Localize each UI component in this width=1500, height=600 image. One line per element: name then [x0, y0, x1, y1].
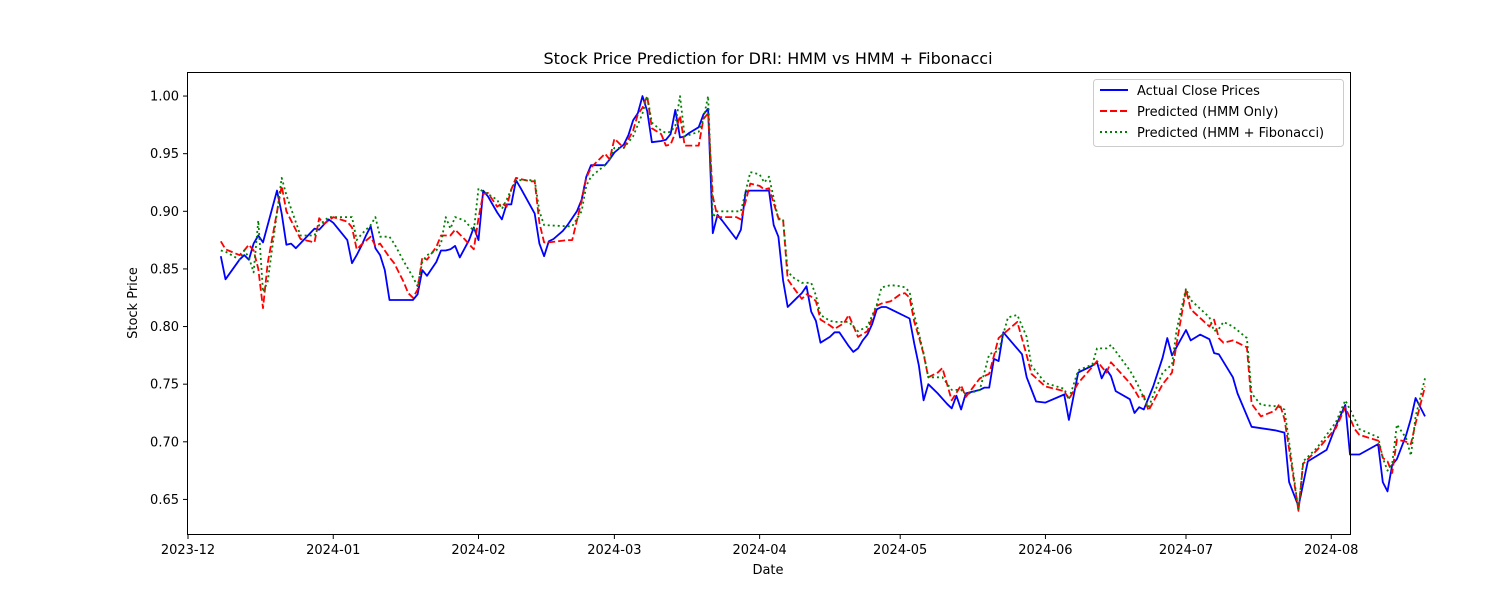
legend-label-fib: Predicted (HMM + Fibonacci): [1137, 126, 1324, 141]
x-tick-label: 2024-01: [306, 543, 360, 558]
plot-frame: [187, 72, 1351, 535]
series-line-hmm: [220, 95, 1426, 512]
x-tick-label: 2024-03: [587, 543, 641, 558]
legend-box: [1093, 79, 1344, 147]
series-group: [219, 95, 1426, 512]
y-axis: 0.65 0.70 0.75 0.80 0.85 0.90 0.95 1.00: [150, 90, 188, 508]
plot-area: [219, 95, 1426, 512]
x-tick-label: 2024-02: [451, 543, 505, 558]
y-tick-label: 0.65: [150, 493, 179, 508]
legend-label-actual: Actual Close Prices: [1137, 84, 1260, 99]
x-tick-label: 2023-12: [161, 543, 215, 558]
x-axis: 2023-12 2024-01 2024-02 2024-03 2024-04 2024-…: [161, 534, 1358, 558]
x-tick-label: 2024-06: [1018, 543, 1072, 558]
chart-title: Stock Price Prediction for DRI: HMM vs H…: [543, 49, 992, 68]
x-axis-label: Date: [752, 563, 783, 578]
x-tick-label: 2024-04: [732, 543, 786, 558]
x-tick-label: 2024-05: [873, 543, 927, 558]
y-tick-label: 0.85: [150, 262, 179, 277]
y-tick-label: 1.00: [150, 90, 179, 105]
y-tick-label: 0.75: [150, 378, 179, 393]
y-tick-label: 0.80: [150, 320, 179, 335]
y-tick-label: 0.95: [150, 147, 179, 162]
x-tick-label: 2024-08: [1304, 543, 1358, 558]
legend: Actual Close Prices Predicted (HMM Only)…: [1093, 79, 1344, 147]
y-tick-label: 0.90: [150, 205, 179, 220]
y-tick-label: 0.70: [150, 435, 179, 450]
y-axis-label: Stock Price: [126, 267, 141, 339]
legend-label-hmm: Predicted (HMM Only): [1137, 105, 1278, 120]
x-tick-label: 2024-07: [1159, 543, 1213, 558]
series-line-fibonacci: [220, 95, 1426, 512]
